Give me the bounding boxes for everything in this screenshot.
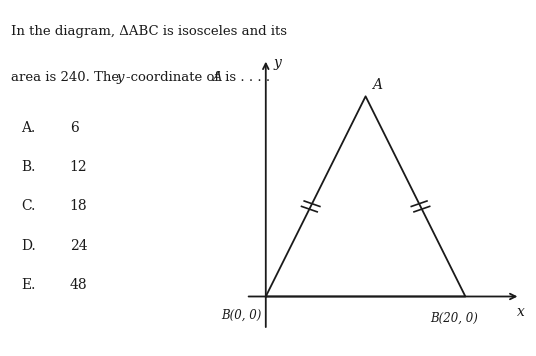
Text: 6: 6: [70, 121, 78, 135]
Text: B.: B.: [21, 160, 36, 174]
Text: -coordinate of: -coordinate of: [126, 71, 224, 84]
Text: In the diagram, ΔABC is isosceles and its: In the diagram, ΔABC is isosceles and it…: [11, 25, 287, 38]
Text: D.: D.: [21, 239, 36, 252]
Text: E.: E.: [21, 278, 36, 292]
Text: area is 240. The: area is 240. The: [11, 71, 123, 84]
Text: y: y: [274, 56, 282, 70]
Text: x: x: [517, 304, 525, 319]
Text: 12: 12: [70, 160, 87, 174]
Text: A: A: [212, 71, 221, 84]
Text: y: y: [117, 71, 124, 84]
Text: B(20, 0): B(20, 0): [430, 312, 478, 325]
Text: 48: 48: [70, 278, 87, 292]
Text: 24: 24: [70, 239, 87, 252]
Text: is . . . .: is . . . .: [221, 71, 270, 84]
Text: C.: C.: [21, 199, 36, 213]
Text: B(0, 0): B(0, 0): [221, 309, 261, 322]
Text: 18: 18: [70, 199, 87, 213]
Text: A.: A.: [21, 121, 36, 135]
Text: A: A: [371, 78, 382, 92]
